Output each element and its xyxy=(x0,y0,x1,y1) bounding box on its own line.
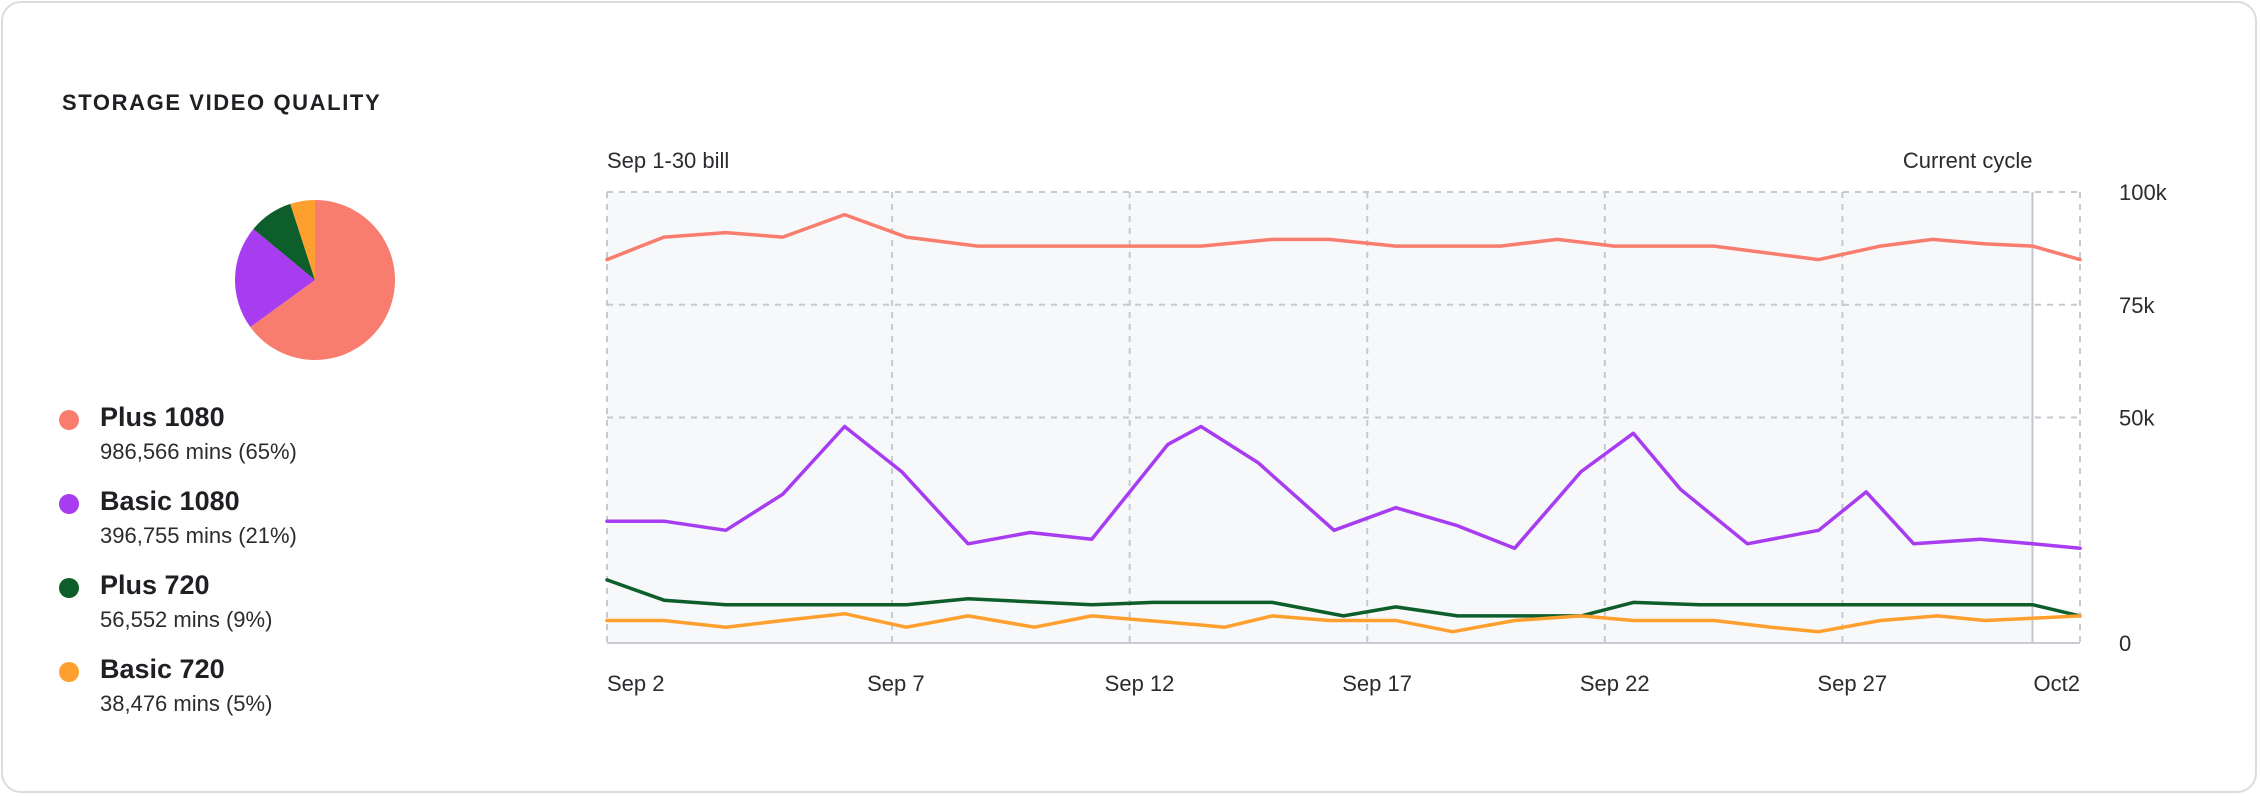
y-tick-label: 100k xyxy=(2119,180,2168,205)
series-line-basic-720 xyxy=(605,611,2082,634)
legend-dot-basic-720 xyxy=(59,662,79,682)
series-line-basic-1080 xyxy=(605,424,2082,551)
x-tick-label: Sep 22 xyxy=(1580,671,1650,696)
pie-slice-basic-720 xyxy=(290,200,315,280)
series-line-plus-1080 xyxy=(605,212,2082,262)
legend-dot-basic-1080 xyxy=(59,494,79,514)
x-tick-label: Sep 2 xyxy=(607,671,665,696)
current-cycle-label: Current cycle xyxy=(1903,148,2033,173)
legend-dot-plus-1080 xyxy=(59,410,79,430)
quality-pie-chart xyxy=(235,200,396,360)
y-tick-label: 75k xyxy=(2119,293,2155,318)
x-tick-label: Sep 27 xyxy=(1817,671,1887,696)
y-tick-label: 50k xyxy=(2119,406,2155,431)
legend-label: Basic 720 xyxy=(100,654,225,684)
legend-dot-plus-720 xyxy=(59,578,79,598)
legend-label: Basic 1080 xyxy=(100,486,240,516)
legend-label: Plus 1080 xyxy=(100,402,225,432)
x-tick-label: Sep 7 xyxy=(867,671,925,696)
pie-slice-plus-1080 xyxy=(250,200,396,360)
series-line-plus-720 xyxy=(605,578,2082,618)
billing-period-label: Sep 1-30 bill xyxy=(607,148,729,173)
x-tick-label: Oct2 xyxy=(2034,671,2080,696)
y-tick-label: 0 xyxy=(2119,631,2131,656)
pie-slice-basic-1080 xyxy=(235,229,315,328)
legend-label: Plus 720 xyxy=(100,570,210,600)
legend-value: 986,566 mins (65%) xyxy=(100,439,297,464)
pie-slice-plus-720 xyxy=(253,203,315,280)
card-title: STORAGE VIDEO QUALITY xyxy=(62,90,382,115)
legend-value: 38,476 mins (5%) xyxy=(100,691,273,716)
legend-value: 396,755 mins (21%) xyxy=(100,523,297,548)
legend-value: 56,552 mins (9%) xyxy=(100,607,273,632)
x-tick-label: Sep 12 xyxy=(1105,671,1175,696)
x-tick-label: Sep 17 xyxy=(1342,671,1412,696)
